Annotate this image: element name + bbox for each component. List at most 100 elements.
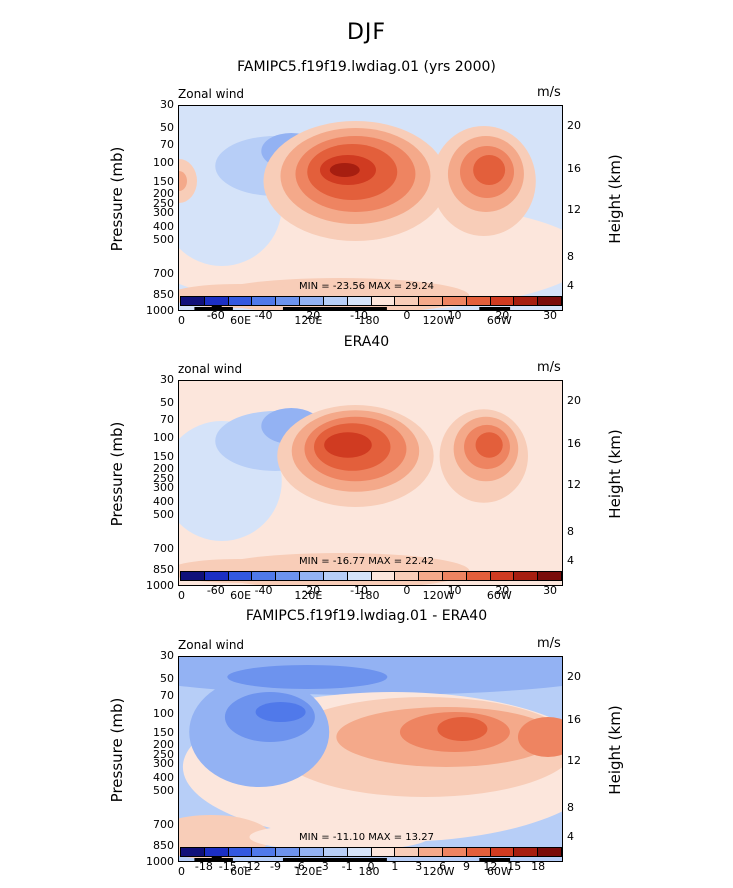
colorbar-label: -10 xyxy=(350,309,369,322)
y2-tick-label: 16 xyxy=(567,436,581,450)
y-axis-label: Pressure (mb) xyxy=(108,146,126,252)
colorbar-swatch xyxy=(514,572,539,580)
colorbar-label: 6 xyxy=(439,860,447,873)
panel-title: FAMIPC5.f19f19.lwdiag.01 - ERA40 xyxy=(245,608,488,624)
y-tick-label: 850 xyxy=(153,838,174,852)
colorbar-label: 0 xyxy=(403,584,411,597)
colorbar-swatch xyxy=(252,297,277,305)
colorbar xyxy=(180,296,562,306)
colorbar-label: 0 xyxy=(403,309,411,322)
units-label: m/s xyxy=(537,360,561,375)
y-tick-label: 500 xyxy=(153,232,174,246)
x-tick-label: 60E xyxy=(230,865,252,878)
y-tick-label: 250 xyxy=(153,748,174,762)
panel-title: ERA40 xyxy=(343,334,390,350)
y2-axis-label: Height (km) xyxy=(606,154,624,244)
y-tick-label: 700 xyxy=(153,267,174,281)
colorbar-swatch xyxy=(181,572,205,580)
y-tick-label: 30 xyxy=(160,649,174,662)
colorbar-swatch xyxy=(276,572,301,580)
y-tick-label: 30 xyxy=(160,373,174,386)
y2-tick-label: 20 xyxy=(567,669,581,683)
x-tick-label: 60E xyxy=(230,589,252,602)
colorbar-swatch xyxy=(347,297,372,305)
y-tick-label: 400 xyxy=(153,220,174,234)
variable-label: Zonal wind xyxy=(178,638,245,652)
colorbar-swatch xyxy=(300,297,324,305)
min-max-text: MIN = -11.10 MAX = 13.27 xyxy=(299,832,434,843)
x-tick-label: 60W xyxy=(486,314,512,327)
colorbar-swatch xyxy=(371,297,396,305)
colorbar-label: -20 xyxy=(302,309,321,322)
y-tick-label: 400 xyxy=(153,771,174,785)
colorbar-swatch xyxy=(347,572,372,580)
colorbar-swatch xyxy=(323,848,348,856)
y-tick-label: 30 xyxy=(160,98,174,111)
colorbar-label: 0 xyxy=(367,860,375,873)
y-tick-label: 100 xyxy=(153,431,174,445)
colorbar-swatch xyxy=(490,572,515,580)
y2-tick-label: 8 xyxy=(567,801,574,815)
x-tick-label: 180 xyxy=(358,589,380,602)
colorbar-swatch xyxy=(490,848,515,856)
colorbar-label: 18 xyxy=(531,860,546,873)
colorbar-label: -12 xyxy=(242,860,261,873)
x-tick-label: 120E xyxy=(294,589,323,602)
colorbar-swatch xyxy=(466,297,491,305)
colorbar-swatch xyxy=(323,572,348,580)
contour-region xyxy=(473,155,506,185)
colorbar-swatch xyxy=(204,297,229,305)
colorbar-label: 9 xyxy=(463,860,470,873)
contour-svg xyxy=(179,106,562,310)
colorbar-swatch xyxy=(300,848,324,856)
contour-region xyxy=(475,432,503,458)
contour-region xyxy=(437,717,488,741)
variable-label: Zonal wind xyxy=(178,87,245,101)
colorbar-swatch xyxy=(395,297,420,305)
colorbar-swatch xyxy=(466,572,491,580)
colorbar-label: -9 xyxy=(270,860,281,873)
y-tick-label: 250 xyxy=(153,472,174,486)
contour-region xyxy=(517,717,562,757)
colorbar-swatch xyxy=(276,297,301,305)
min-max-text: MIN = -16.77 MAX = 22.42 xyxy=(299,556,434,567)
y2-tick-label: 4 xyxy=(567,554,574,568)
y-tick-label: 50 xyxy=(160,396,174,410)
contour-region xyxy=(179,171,187,191)
y-tick-label: 300 xyxy=(153,205,174,219)
colorbar-swatch xyxy=(347,848,372,856)
y2-tick-label: 8 xyxy=(567,525,574,539)
colorbar-swatch xyxy=(419,848,443,856)
y2-axis-label: Height (km) xyxy=(606,429,624,519)
colorbar-swatch xyxy=(442,572,467,580)
colorbar-swatch xyxy=(395,572,420,580)
contour-svg xyxy=(179,381,562,585)
contour-region xyxy=(227,665,388,689)
colorbar-swatch xyxy=(419,297,443,305)
min-max-text: MIN = -23.56 MAX = 29.24 xyxy=(299,281,434,292)
x-tick-label: 120E xyxy=(294,314,323,327)
colorbar-label: -15 xyxy=(218,860,237,873)
panel-model: FAMIPC5.f19f19.lwdiag.01 (yrs 2000) Zona… xyxy=(0,55,733,327)
y-tick-label: 500 xyxy=(153,783,174,797)
contour-plot xyxy=(178,105,563,311)
y-tick-label: 250 xyxy=(153,197,174,211)
y-tick-label: 1000 xyxy=(146,304,174,317)
colorbar-label: -18 xyxy=(194,860,213,873)
contour-region xyxy=(255,702,306,722)
y2-axis-label: Height (km) xyxy=(606,705,624,795)
panel-difference: FAMIPC5.f19f19.lwdiag.01 - ERA40 Zonal w… xyxy=(0,604,733,888)
figure-season-title: DJF xyxy=(346,20,387,45)
colorbar-label: -20 xyxy=(302,584,321,597)
colorbar-swatch xyxy=(252,572,277,580)
colorbar xyxy=(180,571,562,581)
y-tick-label: 50 xyxy=(160,672,174,686)
y2-tick-label: 12 xyxy=(567,203,581,217)
colorbar-swatch xyxy=(204,848,229,856)
colorbar-label: 20 xyxy=(495,584,510,597)
x-tick-label: 60W xyxy=(486,589,512,602)
colorbar-label: -1 xyxy=(341,860,353,873)
contour-region xyxy=(329,163,360,177)
y-axis-label: Pressure (mb) xyxy=(108,421,126,527)
y-tick-label: 70 xyxy=(160,413,174,427)
